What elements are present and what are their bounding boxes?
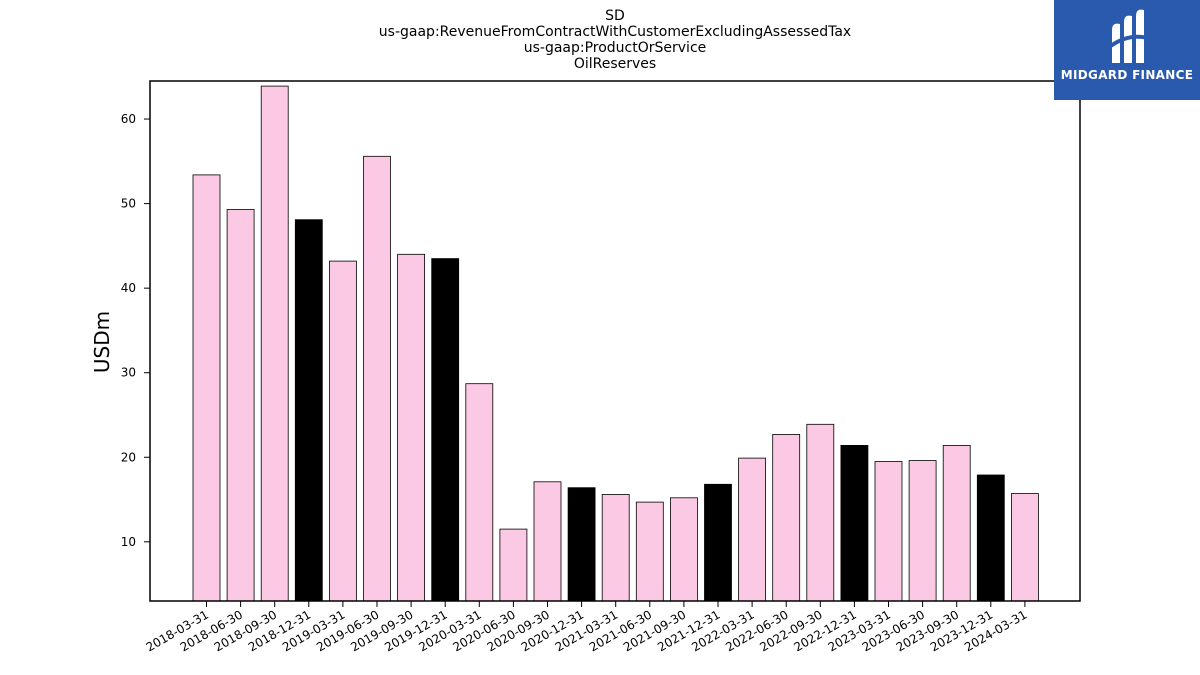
y-axis-label: USDm <box>90 311 114 373</box>
y-axis: 10 20 30 40 50 60 <box>121 112 150 549</box>
bar-2022-12-31 <box>840 444 869 602</box>
bar-2023-12-31 <box>976 474 1005 602</box>
bar-2020-09-30 <box>533 481 562 602</box>
bar-2018-12-31 <box>294 219 323 602</box>
bar-2019-09-30 <box>397 253 426 602</box>
bar-2021-09-30 <box>670 497 698 602</box>
logo-text: MIDGARD FINANCE <box>1060 68 1194 82</box>
y-tick-label: 10 <box>121 535 136 549</box>
bar-2020-12-31 <box>567 487 596 602</box>
bar-2018-06-30 <box>226 209 255 602</box>
bar-2018-09-30 <box>260 85 289 602</box>
bar-2022-09-30 <box>806 423 835 602</box>
bars <box>192 85 1039 602</box>
title-line-1: us-gaap:RevenueFromContractWithCustomerE… <box>379 24 851 40</box>
y-tick-label: 60 <box>121 112 136 126</box>
x-axis: 2018-03-312018-06-302018-09-302018-12-31… <box>144 601 1029 654</box>
bar-2022-03-31 <box>738 457 766 602</box>
y-tick-label: 20 <box>121 450 136 464</box>
bar-2021-06-30 <box>635 501 664 602</box>
bar-2021-12-31 <box>704 483 732 602</box>
chart-title: SDus-gaap:RevenueFromContractWithCustome… <box>379 8 851 72</box>
bar-2023-03-31 <box>874 461 903 602</box>
bar-2019-06-30 <box>363 155 391 602</box>
title-line-2: us-gaap:ProductOrService <box>524 40 707 56</box>
title-line-0: SD <box>605 8 625 24</box>
bar-2019-03-31 <box>328 260 357 602</box>
bar-2019-12-31 <box>431 258 460 602</box>
bar-2023-06-30 <box>908 460 937 602</box>
bar-2024-03-31 <box>1011 493 1039 602</box>
bar-2023-09-30 <box>942 444 971 602</box>
bar-2020-06-30 <box>499 528 528 602</box>
y-tick-label: 30 <box>121 366 136 380</box>
midgard-logo-icon <box>1106 9 1149 64</box>
y-tick-label: 50 <box>121 197 136 211</box>
y-tick-label: 40 <box>121 281 136 295</box>
bar-2018-03-31 <box>192 174 221 602</box>
bar-2022-06-30 <box>772 433 801 602</box>
plot-frame <box>149 80 1081 602</box>
logo: MIDGARD FINANCE <box>1054 0 1200 100</box>
bar-2021-03-31 <box>601 494 630 602</box>
bar-2020-03-31 <box>465 383 494 602</box>
title-line-3: OilReserves <box>574 56 656 72</box>
